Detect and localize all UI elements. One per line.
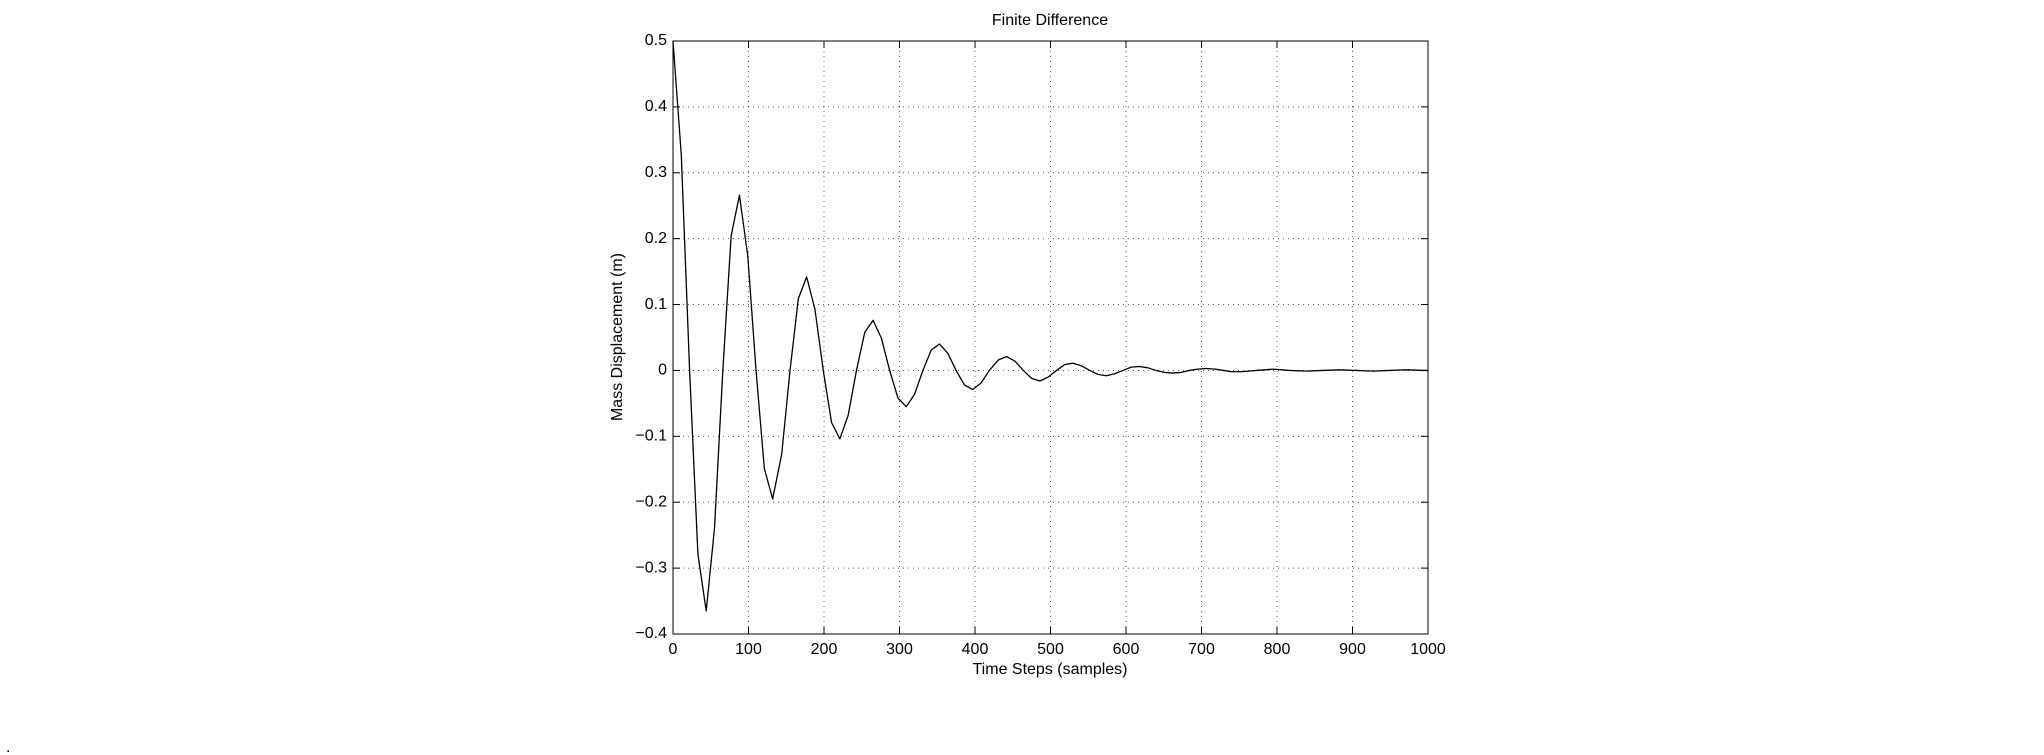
x-tick-label: 200 (811, 641, 838, 658)
y-tick-label: 0.1 (645, 296, 667, 313)
y-tick-label: 0.3 (645, 164, 667, 181)
y-axis-label: Mass Displacement (m) (609, 253, 626, 421)
x-tick-label: 600 (1113, 641, 1140, 658)
y-tick-label: −0.4 (635, 625, 667, 642)
y-tick-label: 0 (658, 362, 667, 379)
y-tick-label: 0.4 (645, 98, 667, 115)
y-tick-label: 0.2 (645, 230, 667, 247)
x-tick-label: 500 (1037, 641, 1064, 658)
x-axis-label: Time Steps (samples) (973, 661, 1128, 678)
x-tick-label: 800 (1264, 641, 1291, 658)
plot-frame (672, 40, 1429, 635)
stray-mark: . (6, 739, 10, 755)
x-tick-label: 700 (1188, 641, 1215, 658)
chart-title: Finite Difference (992, 12, 1108, 29)
y-tick-label: 0.5 (645, 32, 667, 49)
x-tick-label: 400 (962, 641, 989, 658)
x-tick-label: 1000 (1410, 641, 1446, 658)
x-tick-label: 0 (669, 641, 678, 658)
x-tick-label: 100 (735, 641, 762, 658)
y-tick-label: −0.1 (635, 428, 667, 445)
x-tick-label: 900 (1339, 641, 1366, 658)
y-tick-label: −0.3 (635, 559, 667, 576)
x-tick-label: 300 (886, 641, 913, 658)
data-line (672, 40, 1428, 612)
y-tick-label: −0.2 (635, 493, 667, 510)
